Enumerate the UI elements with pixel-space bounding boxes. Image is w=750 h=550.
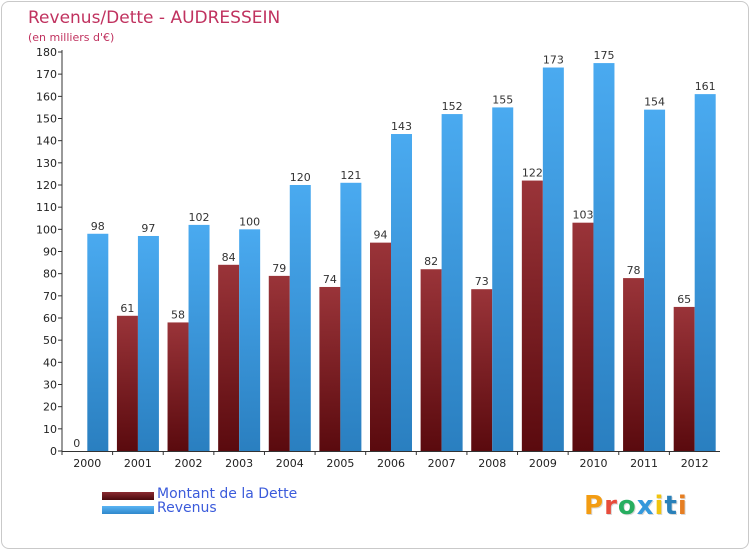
y-tick-label: 0 xyxy=(50,445,57,458)
bar-debt xyxy=(572,222,594,451)
value-label-revenue: 97 xyxy=(141,222,155,235)
x-tick-label: 2004 xyxy=(276,457,304,470)
y-tick-label: 130 xyxy=(36,157,57,170)
y-tick-label: 100 xyxy=(36,223,57,236)
y-tick-label: 170 xyxy=(36,68,57,81)
bar-debt xyxy=(319,286,341,451)
y-tick-label: 180 xyxy=(36,46,57,59)
bar-revenue xyxy=(492,107,514,452)
y-tick-label: 30 xyxy=(43,379,57,392)
value-label-revenue: 175 xyxy=(593,49,614,62)
x-tick-label: 2005 xyxy=(326,457,354,470)
bar-revenue xyxy=(87,233,109,451)
value-label-debt: 0 xyxy=(73,437,80,450)
legend-label-revenue: Revenus xyxy=(157,500,217,516)
y-tick-label: 90 xyxy=(43,246,57,259)
x-tick-label: 2010 xyxy=(579,457,607,470)
value-label-debt: 84 xyxy=(222,251,236,264)
y-tick-label: 80 xyxy=(43,268,57,281)
y-tick-label: 20 xyxy=(43,401,57,414)
legend-swatch-revenue xyxy=(102,506,154,514)
bar-debt xyxy=(623,278,645,451)
y-tick-label: 140 xyxy=(36,135,57,148)
bar-revenue xyxy=(694,94,716,451)
x-tick-label: 2012 xyxy=(681,457,709,470)
bar-revenue xyxy=(441,114,463,452)
chart-value-labels: 0 98 61 97 58 102 84 100 79 120 74 121 94 143 82 152 73 1… xyxy=(73,49,715,450)
value-label-revenue: 143 xyxy=(391,120,412,133)
bar-revenue xyxy=(391,134,412,451)
value-label-debt: 65 xyxy=(677,293,691,306)
x-tick-label: 2000 xyxy=(73,457,101,470)
bar-debt xyxy=(370,242,391,451)
value-label-debt: 61 xyxy=(120,302,134,315)
value-label-debt: 78 xyxy=(627,264,641,277)
value-label-debt: 103 xyxy=(572,209,593,222)
y-tick-label: 40 xyxy=(43,356,57,369)
value-label-revenue: 120 xyxy=(290,171,311,184)
value-label-revenue: 154 xyxy=(644,96,665,109)
legend-label-debt: Montant de la Dette xyxy=(157,486,298,502)
value-label-debt: 74 xyxy=(323,273,337,286)
y-tick-label: 70 xyxy=(43,290,57,303)
value-label-revenue: 152 xyxy=(442,100,463,113)
bar-revenue xyxy=(542,67,564,452)
y-tick-label: 110 xyxy=(36,201,57,214)
chart-axes: 0102030405060708090100110120130140150160… xyxy=(36,46,720,470)
bar-revenue xyxy=(340,182,362,452)
value-label-revenue: 121 xyxy=(340,169,361,182)
value-label-debt: 122 xyxy=(522,167,543,180)
bar-debt xyxy=(268,275,290,451)
bar-revenue xyxy=(239,229,261,451)
bar-revenue xyxy=(593,63,615,451)
bar-debt xyxy=(167,322,189,451)
value-label-revenue: 102 xyxy=(189,211,210,224)
bar-debt xyxy=(673,306,695,451)
value-label-revenue: 173 xyxy=(543,54,564,67)
value-label-debt: 82 xyxy=(424,255,438,268)
y-tick-label: 10 xyxy=(43,423,57,436)
y-tick-label: 60 xyxy=(43,312,57,325)
chart-subtitle: (en milliers d'€) xyxy=(28,31,115,44)
proxiti-logo: Proxiti xyxy=(584,491,688,521)
value-label-debt: 73 xyxy=(475,275,489,288)
bar-revenue xyxy=(289,185,311,451)
value-label-debt: 94 xyxy=(374,229,388,242)
x-tick-label: 2003 xyxy=(225,457,253,470)
bar-revenue xyxy=(137,235,159,451)
y-tick-label: 160 xyxy=(36,90,57,103)
x-tick-label: 2009 xyxy=(529,457,557,470)
bar-debt xyxy=(521,180,543,452)
bar-revenue xyxy=(188,224,210,451)
x-tick-label: 2006 xyxy=(377,457,405,470)
x-tick-label: 2002 xyxy=(175,457,203,470)
value-label-debt: 79 xyxy=(272,262,286,275)
bar-debt xyxy=(116,315,138,451)
value-label-revenue: 155 xyxy=(492,93,513,106)
bar-debt xyxy=(471,289,493,451)
y-tick-label: 120 xyxy=(36,179,57,192)
chart-title: Revenus/Dette - AUDRESSEIN xyxy=(28,8,281,28)
value-label-revenue: 98 xyxy=(91,220,105,233)
bar-revenue xyxy=(644,109,666,451)
bar-debt xyxy=(218,264,240,451)
y-tick-label: 150 xyxy=(36,113,57,126)
x-tick-label: 2001 xyxy=(124,457,152,470)
value-label-revenue: 100 xyxy=(239,215,260,228)
x-tick-label: 2008 xyxy=(478,457,506,470)
value-label-revenue: 161 xyxy=(695,80,716,93)
value-label-debt: 58 xyxy=(171,308,185,321)
x-tick-label: 2011 xyxy=(630,457,658,470)
chart-bars xyxy=(87,63,716,452)
bar-debt xyxy=(420,269,442,451)
x-tick-label: 2007 xyxy=(428,457,456,470)
legend-swatch-debt xyxy=(102,492,154,500)
y-tick-label: 50 xyxy=(43,334,57,347)
